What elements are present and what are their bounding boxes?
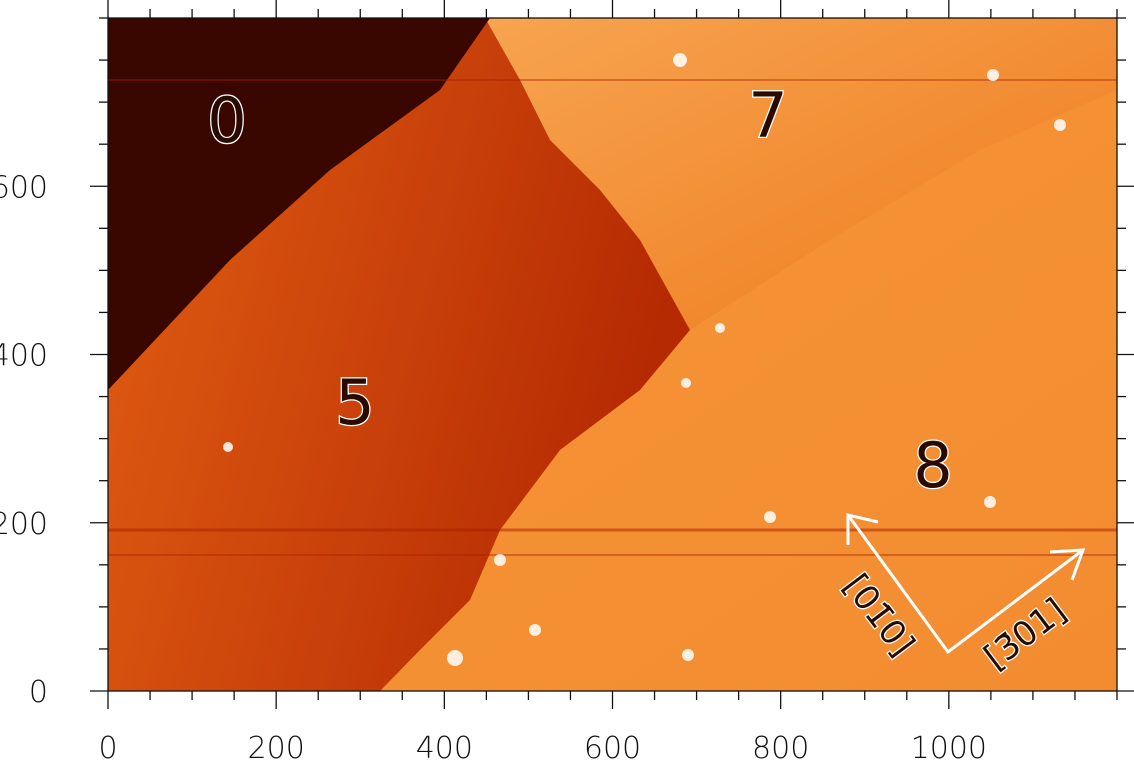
x-tick-label: 1000 bbox=[911, 731, 987, 763]
stm-image bbox=[108, 18, 1117, 691]
x-tick-label: 200 bbox=[248, 731, 305, 763]
terrace-label: 0 bbox=[207, 84, 246, 157]
x-tick-label: 800 bbox=[752, 731, 809, 763]
terrace-label: 7 bbox=[748, 79, 787, 152]
stm-figure: 0 5 7 8 [01̄0] [3̄01] 020040060080010000… bbox=[0, 0, 1134, 763]
terrace-label: 5 bbox=[335, 366, 374, 439]
y-tick-label: 0 bbox=[29, 675, 48, 710]
y-tick-label: 400 bbox=[0, 339, 48, 374]
y-tick-label: 600 bbox=[0, 170, 48, 205]
x-tick-label: 600 bbox=[584, 731, 641, 763]
terrace-label: 8 bbox=[913, 429, 952, 502]
x-tick-label: 0 bbox=[98, 731, 117, 763]
y-tick-label: 200 bbox=[0, 507, 48, 542]
x-tick-label: 400 bbox=[416, 731, 473, 763]
